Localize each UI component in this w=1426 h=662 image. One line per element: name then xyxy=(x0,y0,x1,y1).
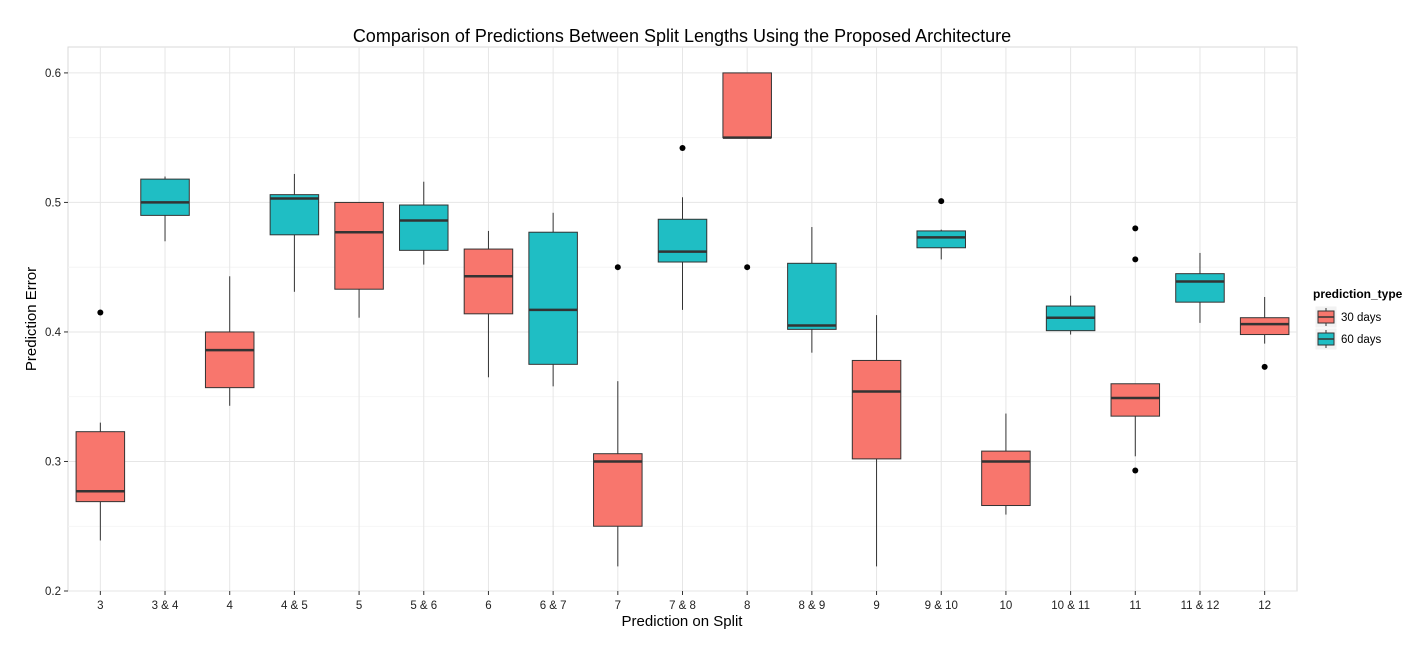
box-body xyxy=(851,359,902,460)
box-body xyxy=(334,201,384,290)
x-tick-label: 11 xyxy=(1129,600,1141,612)
box-3 xyxy=(75,309,126,541)
box-body xyxy=(1239,317,1290,336)
x-tick-label: 9 xyxy=(873,600,879,612)
box-6 xyxy=(463,230,514,378)
box-body xyxy=(1110,383,1161,417)
x-tick-label: 11 & 12 xyxy=(1181,600,1220,612)
y-tick-label: 0.3 xyxy=(45,456,61,468)
x-tick-label: 5 & 6 xyxy=(410,600,437,612)
x-tick-label: 7 & 8 xyxy=(669,600,696,612)
box-body xyxy=(916,230,966,249)
y-tick-label: 0.6 xyxy=(45,68,61,80)
x-tick-label: 10 xyxy=(1000,600,1013,612)
legend-title: prediction_type xyxy=(1313,287,1403,301)
box-5 xyxy=(334,201,384,318)
outlier-point xyxy=(744,264,751,271)
x-tick-label: 8 & 9 xyxy=(798,600,825,612)
outlier-point xyxy=(938,198,945,205)
box-body xyxy=(269,194,320,236)
box-7 xyxy=(593,264,643,567)
legend-label: 60 days xyxy=(1341,334,1382,346)
legend-entry: 30 days xyxy=(1314,305,1382,329)
boxes xyxy=(75,72,1290,567)
box-body xyxy=(463,248,514,315)
x-tick-label: 9 & 10 xyxy=(925,600,958,612)
y-tick-label: 0.2 xyxy=(45,586,61,598)
x-axis: 3 3 & 4 4 4 & 5 5 5 & 6 6 6 & 7 7 7 & 8 8 8 & 9 9 9 &… xyxy=(97,591,1271,612)
y-axis: 0.2 0.3 0.4 0.5 0.6 xyxy=(45,68,68,598)
box-body xyxy=(593,453,643,527)
box-3-4 xyxy=(140,176,190,242)
x-tick-label: 6 & 7 xyxy=(540,600,567,612)
outlier-point xyxy=(1132,256,1139,263)
y-axis-title: Prediction Error xyxy=(23,267,40,371)
box-body xyxy=(787,262,837,330)
box-7-8 xyxy=(657,145,708,310)
outlier-point xyxy=(614,264,621,271)
x-tick-label: 3 & 4 xyxy=(152,600,179,612)
x-tick-label: 8 xyxy=(744,600,750,612)
box-8-9 xyxy=(787,227,837,353)
outlier-point xyxy=(679,145,686,152)
x-tick-label: 10 & 11 xyxy=(1051,600,1090,612)
box-body xyxy=(1175,273,1225,303)
outlier-point xyxy=(1261,363,1268,370)
x-tick-label: 7 xyxy=(615,600,621,612)
x-tick-label: 6 xyxy=(485,600,491,612)
box-9-10 xyxy=(916,198,966,260)
chart-title: Comparison of Predictions Between Split … xyxy=(353,26,1011,46)
outlier-point xyxy=(97,309,104,316)
outlier-point xyxy=(1132,225,1139,232)
box-11 xyxy=(1110,225,1161,474)
box-body xyxy=(75,431,126,503)
box-12 xyxy=(1239,296,1290,370)
box-body xyxy=(981,450,1031,507)
box-6-7 xyxy=(528,212,578,387)
legend-entry: 60 days xyxy=(1314,327,1382,351)
box-4 xyxy=(204,276,255,406)
box-body xyxy=(657,218,708,263)
x-tick-label: 4 & 5 xyxy=(281,600,308,612)
x-axis-title: Prediction on Split xyxy=(622,613,744,630)
legend: prediction_type 30 days 60 days xyxy=(1313,287,1403,351)
box-10-11 xyxy=(1045,295,1096,335)
legend-label: 30 days xyxy=(1341,312,1382,324)
box-body xyxy=(722,72,772,139)
y-tick-label: 0.4 xyxy=(45,327,62,339)
x-tick-label: 4 xyxy=(227,600,234,612)
outlier-point xyxy=(1132,467,1139,474)
box-9 xyxy=(851,315,902,567)
box-5-6 xyxy=(399,181,449,265)
x-tick-label: 12 xyxy=(1258,600,1271,612)
x-tick-label: 5 xyxy=(356,600,362,612)
box-4-5 xyxy=(269,173,320,292)
x-tick-label: 3 xyxy=(97,600,103,612)
box-body xyxy=(528,231,578,365)
box-body xyxy=(140,178,190,216)
grid-lines xyxy=(68,47,1297,592)
box-11-12 xyxy=(1175,252,1225,323)
box-8 xyxy=(722,72,772,271)
box-10 xyxy=(981,413,1031,515)
y-tick-label: 0.5 xyxy=(45,197,61,209)
box-body xyxy=(399,204,449,251)
box-body xyxy=(204,331,255,389)
